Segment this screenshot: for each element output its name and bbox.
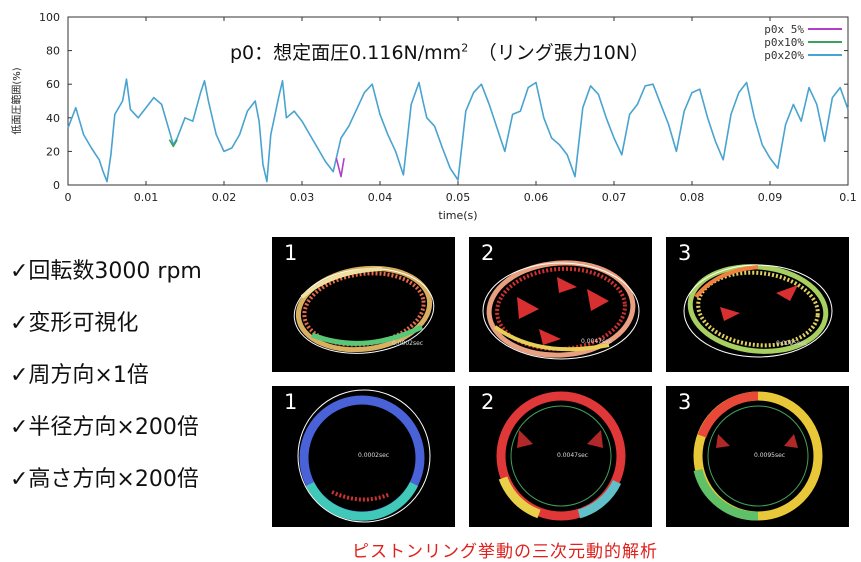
pressure-range-chart: 0 0.01 0.02 0.03 0.04 0.05 0.06 0.07 0.08 0.09 0.1…	[0, 0, 861, 225]
x-tick-label: 0.01	[134, 191, 159, 204]
panel-number: 1	[284, 241, 298, 265]
time-stamp: 0.0095sec	[776, 340, 808, 347]
x-tick-label: 0.09	[758, 191, 783, 204]
panel-number: 2	[481, 241, 495, 265]
time-stamp: 0.0047sec	[581, 338, 613, 345]
simulation-panel-top-3: 3 0.0095sec	[666, 237, 849, 372]
y-tick-label: 100	[39, 11, 60, 24]
series-line-p0x10-	[168, 139, 178, 148]
analysis-conditions-list: ✓回転数3000 rpm ✓変形可視化 ✓周方向×1倍 ✓半径方向×200倍 ✓…	[10, 258, 202, 518]
simulation-panel-bottom-2: 2 0.0047sec	[469, 386, 652, 527]
time-stamp: 0.0002sec	[358, 452, 390, 459]
ring-render-perspective	[683, 264, 833, 358]
legend-label: p0x10%	[764, 36, 804, 49]
ring-render-perspective	[293, 265, 435, 354]
ring-render-perspective	[482, 260, 640, 360]
ring-render-top-view	[496, 391, 626, 521]
panel-number: 1	[284, 390, 298, 414]
condition-circumferential-scale: ✓周方向×1倍	[10, 363, 149, 388]
x-tick-label: 0.08	[680, 191, 705, 204]
time-stamp: 0.0047sec	[557, 452, 589, 459]
x-axis-label: time(s)	[438, 209, 477, 222]
simulation-panel-top-1: 1 0.0002sec	[272, 237, 455, 372]
x-tick-label: 0.07	[602, 191, 627, 204]
x-tick-label: 0.03	[290, 191, 315, 204]
x-tick-label: 0.04	[368, 191, 393, 204]
y-tick-label: 0	[53, 179, 60, 192]
chart-title: p0：想定面圧0.116N/mm2 （リング張力10N）	[230, 41, 650, 64]
y-tick-label: 20	[46, 145, 60, 158]
series-line-p0x-5-	[335, 157, 345, 178]
simulation-panel-bottom-3: 3 0.0095sec	[666, 386, 849, 527]
series-line-p0x20-	[67, 78, 849, 183]
ring-render-top-view	[297, 389, 431, 523]
y-tick-label: 40	[46, 112, 60, 125]
panel-number: 2	[481, 390, 495, 414]
panel-number: 3	[678, 390, 692, 414]
legend-label: p0x20%	[764, 49, 804, 62]
condition-radial-scale: ✓半径方向×200倍	[10, 415, 199, 440]
x-tick-label: 0.05	[446, 191, 471, 204]
y-axis-label: 低面圧範囲(%)	[10, 67, 23, 134]
legend-label: p0x 5%	[764, 23, 804, 36]
simulation-panel-bottom-1: 1 0.0002sec	[272, 386, 455, 527]
y-tick-label: 80	[46, 45, 60, 58]
condition-rpm: ✓回転数3000 rpm	[10, 259, 202, 284]
x-tick-label: 0.1	[839, 191, 857, 204]
ring-render-top-view	[693, 391, 823, 521]
y-tick-label: 60	[46, 78, 60, 91]
x-tick-label: 0.02	[212, 191, 237, 204]
time-stamp: 0.0095sec	[754, 452, 786, 459]
figure-caption: ピストンリング挙動の三次元動的解析	[352, 542, 658, 562]
time-stamp: 0.0002sec	[392, 340, 424, 347]
condition-deformation-visualization: ✓変形可視化	[10, 311, 139, 336]
panel-number: 3	[678, 241, 692, 265]
simulation-panel-top-2: 2 0.0047sec	[469, 237, 652, 372]
x-tick-label: 0.06	[524, 191, 549, 204]
condition-height-scale: ✓高さ方向×200倍	[10, 467, 199, 492]
x-tick-label: 0	[65, 191, 72, 204]
chart-svg: 0 0.01 0.02 0.03 0.04 0.05 0.06 0.07 0.08 0.09 0.1…	[10, 11, 857, 222]
